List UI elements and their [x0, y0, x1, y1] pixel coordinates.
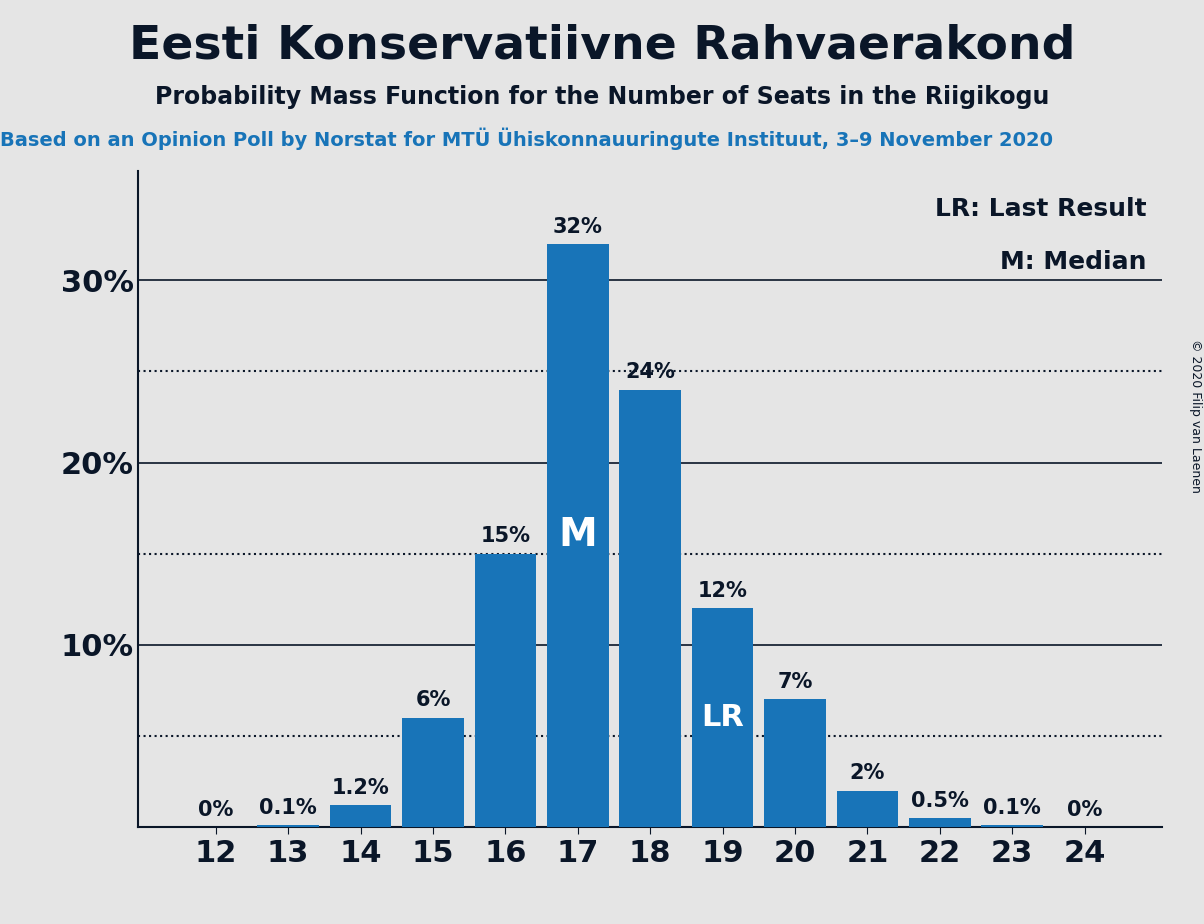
Text: 7%: 7%	[778, 672, 813, 692]
Bar	[909, 818, 970, 827]
Bar	[258, 825, 319, 827]
Text: Probability Mass Function for the Number of Seats in the Riigikogu: Probability Mass Function for the Number…	[155, 85, 1049, 109]
Text: LR: LR	[701, 703, 744, 732]
Text: 24%: 24%	[625, 362, 675, 383]
Bar	[330, 805, 391, 827]
Text: 32%: 32%	[553, 216, 603, 237]
Bar	[981, 825, 1043, 827]
Bar	[837, 791, 898, 827]
Text: 0.1%: 0.1%	[984, 797, 1041, 818]
Bar	[547, 244, 608, 827]
Text: M: Median: M: Median	[1001, 249, 1146, 274]
Text: 1.2%: 1.2%	[331, 778, 389, 797]
Bar	[402, 718, 464, 827]
Text: 0.5%: 0.5%	[911, 791, 969, 810]
Text: 15%: 15%	[480, 527, 530, 546]
Text: 0.1%: 0.1%	[259, 797, 317, 818]
Text: 2%: 2%	[850, 763, 885, 784]
Bar	[474, 553, 536, 827]
Bar	[619, 390, 681, 827]
Text: LR: Last Result: LR: Last Result	[934, 197, 1146, 221]
Text: M: M	[559, 517, 597, 554]
Text: 6%: 6%	[415, 690, 450, 711]
Text: 0%: 0%	[1067, 799, 1102, 820]
Text: Based on an Opinion Poll by Norstat for MTÜ Ühiskonnauuringute Instituut, 3–9 No: Based on an Opinion Poll by Norstat for …	[0, 128, 1054, 150]
Text: 0%: 0%	[199, 799, 234, 820]
Bar	[692, 608, 754, 827]
Text: Eesti Konservatiivne Rahvaerakond: Eesti Konservatiivne Rahvaerakond	[129, 23, 1075, 68]
Text: 12%: 12%	[697, 581, 748, 601]
Bar	[765, 699, 826, 827]
Text: © 2020 Filip van Laenen: © 2020 Filip van Laenen	[1188, 339, 1202, 492]
